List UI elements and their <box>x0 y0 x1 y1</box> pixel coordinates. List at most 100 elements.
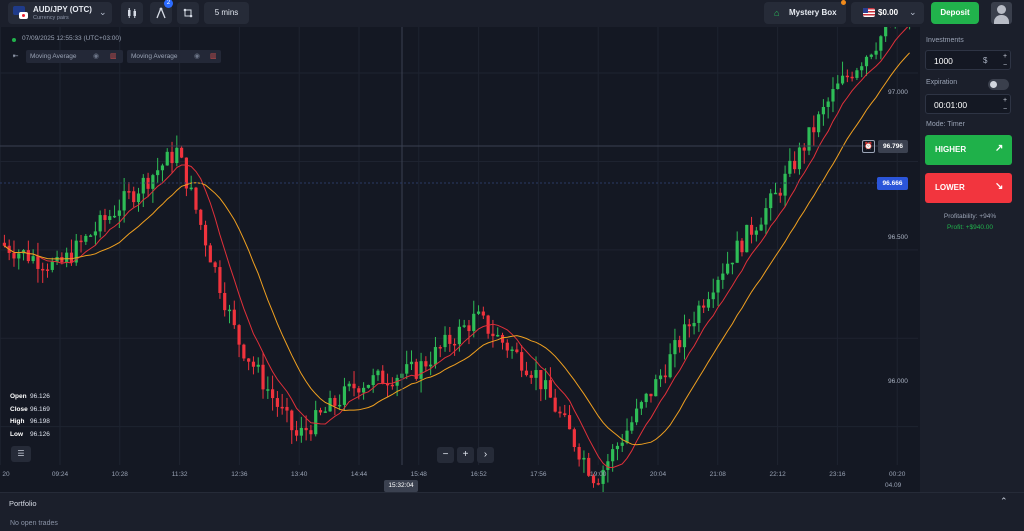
portfolio-title[interactable]: Portfolio <box>9 499 37 508</box>
candle-body <box>524 370 529 376</box>
trash-icon[interactable]: ▥ <box>210 53 217 60</box>
candle-body <box>587 457 591 476</box>
chevron-up-icon[interactable]: ⌃ <box>1000 496 1008 506</box>
zoom-out-button[interactable]: − <box>437 447 454 463</box>
candle-body <box>17 253 21 259</box>
candle-body <box>740 240 744 253</box>
candle-body <box>596 483 600 485</box>
candle-body <box>290 410 294 431</box>
chevron-down-icon: ⌄ <box>909 7 917 17</box>
candle-body <box>314 410 318 435</box>
chart-type-button[interactable] <box>121 2 143 24</box>
candle-body <box>122 191 126 211</box>
mystery-box-button[interactable]: ⌂ Mystery Box <box>764 0 846 24</box>
trade-panel: Investments 1000 $ + − Expiration 00:01:… <box>920 27 1024 492</box>
decrease-button[interactable]: − <box>1002 106 1008 113</box>
candle-body <box>850 76 854 79</box>
expiration-toggle[interactable] <box>988 79 1009 90</box>
lower-button[interactable]: LOWER ↘ <box>925 173 1012 203</box>
drawing-tools-button[interactable] <box>177 2 199 24</box>
candle-body <box>271 389 275 399</box>
candle-body <box>884 27 888 37</box>
candle-body <box>362 387 366 393</box>
drawing-icon <box>183 8 193 18</box>
time-tick: 21:08 <box>709 471 726 478</box>
candle-body <box>175 147 179 164</box>
candle-body <box>491 333 495 337</box>
balance-selector[interactable]: $0.00 ⌄ <box>851 2 924 24</box>
higher-button[interactable]: HIGHER ↗ <box>925 135 1012 165</box>
investments-label: Investments <box>926 37 964 44</box>
candle-body <box>232 309 236 326</box>
candle-body <box>170 151 174 164</box>
eye-icon[interactable]: ◉ <box>194 53 201 60</box>
candle-body <box>572 429 576 448</box>
candle-body <box>79 240 83 243</box>
indicator-chip-1[interactable]: Moving Average ◉ ▥ <box>26 50 123 63</box>
candle-body <box>635 408 639 423</box>
indicator-label: Moving Average <box>131 53 178 60</box>
scroll-right-button[interactable]: › <box>477 447 494 463</box>
close-label: Close <box>10 405 28 413</box>
investment-input[interactable]: 1000 $ + − <box>925 50 1011 70</box>
candle-body <box>285 406 289 411</box>
indicators-button[interactable]: 2 <box>150 0 173 24</box>
candle-body <box>558 411 562 414</box>
indicator-label: Moving Average <box>30 53 77 60</box>
candle-body <box>793 160 797 170</box>
zoom-in-button[interactable]: + <box>457 447 474 463</box>
candle-body <box>472 313 476 332</box>
top-bar: AUD/JPY (OTC) Currency pairs ⌄ 2 5 mins … <box>0 0 1024 27</box>
increase-button[interactable]: + <box>1002 97 1008 104</box>
trash-icon[interactable]: ▥ <box>110 53 117 60</box>
high-value: 96.198 <box>30 418 50 425</box>
candle-body <box>45 269 50 271</box>
decrease-button[interactable]: − <box>1002 62 1008 69</box>
increase-button[interactable]: + <box>1002 53 1008 60</box>
timeframe-selector[interactable]: 5 mins <box>204 2 249 24</box>
candle-body <box>510 349 514 351</box>
candle-body <box>203 224 208 246</box>
candle-body <box>797 147 802 170</box>
candle-body <box>826 101 830 107</box>
low-value: 96.126 <box>30 430 50 438</box>
indicator-count-badge: 2 <box>164 0 173 8</box>
candle-body <box>453 343 457 346</box>
ohlc-readout: Open 96.126 Close 96.169 High 96.198 Low 96.… <box>10 391 50 441</box>
status-dot <box>12 38 16 42</box>
collapse-indicators-icon[interactable]: ⇤ <box>12 53 19 60</box>
candle-body <box>874 50 878 55</box>
crosshair-time-label: 15:32:04 <box>384 480 418 492</box>
candle-body <box>467 325 471 332</box>
price-tick: 96.000 <box>888 378 908 385</box>
candle-body <box>12 252 16 259</box>
chart-settings-button[interactable]: ☰ <box>11 446 31 462</box>
candle-body <box>845 75 849 78</box>
candle-body <box>644 393 648 403</box>
candle-body <box>649 393 653 397</box>
candle-body <box>36 256 40 269</box>
candle-body <box>237 325 241 345</box>
indicator-chip-2[interactable]: Moving Average ◉ ▥ <box>127 50 221 63</box>
expiration-input[interactable]: 00:01:00 + − <box>925 94 1011 114</box>
candle-body <box>548 380 552 398</box>
eye-icon[interactable]: ◉ <box>93 53 100 60</box>
us-flag-icon <box>863 8 875 17</box>
profit-text: Profit: +$940.00 <box>946 224 994 231</box>
candle-body <box>639 402 643 409</box>
candle-body <box>500 334 505 343</box>
deposit-button[interactable]: Deposit <box>931 2 979 24</box>
asset-category: Currency pairs <box>33 15 69 21</box>
expiration-value: 00:01:00 <box>934 100 968 110</box>
candle-body <box>721 273 725 280</box>
candle-body <box>783 173 787 196</box>
candle-body <box>539 370 543 390</box>
price-chart[interactable] <box>0 27 920 492</box>
candle-body <box>26 250 30 262</box>
add-alert-icon[interactable]: ⏰ <box>862 140 875 153</box>
avatar[interactable] <box>991 2 1012 24</box>
asset-selector[interactable]: AUD/JPY (OTC) Currency pairs ⌄ <box>8 2 112 24</box>
candle-body <box>60 257 64 263</box>
candle-body <box>625 430 629 443</box>
candle-body <box>840 75 845 84</box>
